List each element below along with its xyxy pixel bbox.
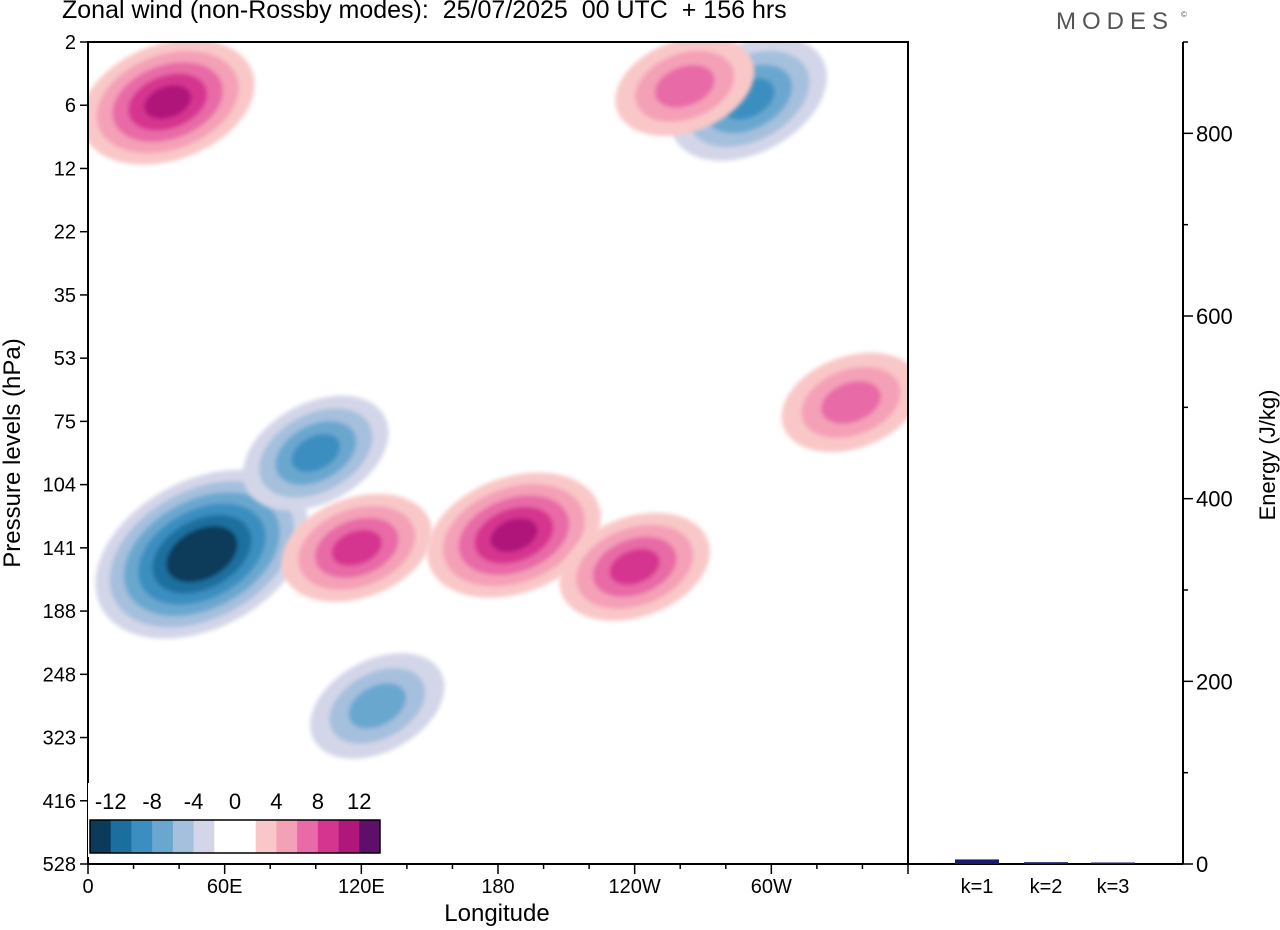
contour-band xyxy=(291,433,341,473)
heatmap-background xyxy=(88,42,908,864)
colorbar-label: -4 xyxy=(184,789,204,814)
colorbar-swatch xyxy=(131,820,153,853)
wind-feature xyxy=(781,352,908,453)
brand-copyright-mark: © xyxy=(1181,10,1187,19)
colorbar-label: -12 xyxy=(95,789,127,814)
contour-band xyxy=(821,381,881,424)
y-tick-label: 188 xyxy=(43,601,76,623)
energy-panel: 0 200 400 600 800 k=1 k=2 k=3 xyxy=(908,41,1233,898)
colorbar-swatch xyxy=(338,820,360,853)
wind-feature xyxy=(243,395,389,511)
colorbar-swatch xyxy=(110,820,132,853)
contour-band xyxy=(144,85,192,120)
colorbar-swatch xyxy=(235,820,257,853)
x-tick-label: 0 xyxy=(82,876,93,898)
energy-tick-label: 600 xyxy=(1196,304,1233,329)
colorbar-swatch xyxy=(317,820,340,853)
colorbar-swatch xyxy=(255,820,277,853)
x-axis-label: Longitude xyxy=(444,900,549,927)
wind-feature xyxy=(281,493,433,602)
y-tick-label: 104 xyxy=(43,475,76,497)
y-tick-label: 323 xyxy=(43,728,76,750)
y-tick-label: 6 xyxy=(65,95,76,117)
contour-band xyxy=(348,683,407,729)
energy-category-label: k=2 xyxy=(1030,876,1063,898)
contour-band xyxy=(609,548,660,585)
y-tick-label: 141 xyxy=(43,538,76,560)
wind-feature xyxy=(559,512,710,621)
contour-band xyxy=(654,64,715,108)
x-tick-label: 60E xyxy=(207,876,243,898)
energy-tick-label: 400 xyxy=(1196,487,1233,512)
colorbar-label: 4 xyxy=(270,789,282,814)
contour-band xyxy=(331,529,382,566)
y-tick-label: 22 xyxy=(54,222,76,244)
colorbar-label: 8 xyxy=(312,789,324,814)
wind-feature xyxy=(427,472,601,598)
colorbar-border xyxy=(89,819,381,854)
energy-bar xyxy=(955,859,999,864)
y-tick-label: 2 xyxy=(65,32,76,54)
y-tick-label: 75 xyxy=(54,411,76,433)
colorbar: -12 -8 -4 0 4 8 12 xyxy=(88,783,384,857)
y-axis: 2 6 12 22 35 53 75 104 141 188 248 323 416 528 xyxy=(43,32,88,876)
wind-feature xyxy=(88,42,255,165)
colorbar-swatch xyxy=(214,820,236,853)
energy-tick-label: 800 xyxy=(1196,121,1233,146)
wind-feature xyxy=(310,653,445,759)
y-tick-label: 416 xyxy=(43,791,76,813)
colorbar-label: -8 xyxy=(142,789,162,814)
x-tick-label: 120E xyxy=(338,876,385,898)
colorbar-swatch xyxy=(297,820,319,853)
colorbar-label: 0 xyxy=(229,789,241,814)
x-tick-label: 180 xyxy=(481,876,514,898)
colorbar-label: 12 xyxy=(347,789,371,814)
wind-feature xyxy=(615,42,755,137)
x-tick-label: 120W xyxy=(609,876,661,898)
contour-band xyxy=(180,537,224,572)
colorbar-swatch xyxy=(152,820,174,853)
wind-heatmap xyxy=(88,42,908,864)
energy-tick-label: 0 xyxy=(1196,852,1208,877)
colorbar-swatch xyxy=(276,820,298,853)
colorbar-swatch xyxy=(172,820,195,853)
y-tick-label: 35 xyxy=(54,285,76,307)
energy-category-label: k=3 xyxy=(1097,876,1130,898)
contour-band xyxy=(490,518,538,553)
y-axis-label: Pressure levels (hPa) xyxy=(0,338,26,567)
energy-bar xyxy=(1024,862,1068,864)
energy-tick-label: 200 xyxy=(1196,669,1233,694)
y-tick-label: 248 xyxy=(43,664,76,686)
x-tick-label: 60W xyxy=(751,876,792,898)
x-axis: 0 60E 120E 180 120W 60W xyxy=(82,864,909,898)
energy-category-label: k=1 xyxy=(961,876,994,898)
y-tick-label: 53 xyxy=(54,348,76,370)
y-tick-label: 12 xyxy=(54,158,76,180)
colorbar-swatch xyxy=(90,820,112,853)
energy-bar xyxy=(1091,862,1135,864)
colorbar-swatch xyxy=(193,820,215,853)
brand-logo: MODES xyxy=(1056,8,1175,35)
y-tick-label: 528 xyxy=(43,854,76,876)
chart-title: Zonal wind (non-Rossby modes): 25/07/202… xyxy=(62,0,787,24)
wind-feature xyxy=(95,469,309,639)
colorbar-swatch xyxy=(359,820,381,853)
energy-axis-label: Energy (J/kg) xyxy=(1255,390,1280,521)
